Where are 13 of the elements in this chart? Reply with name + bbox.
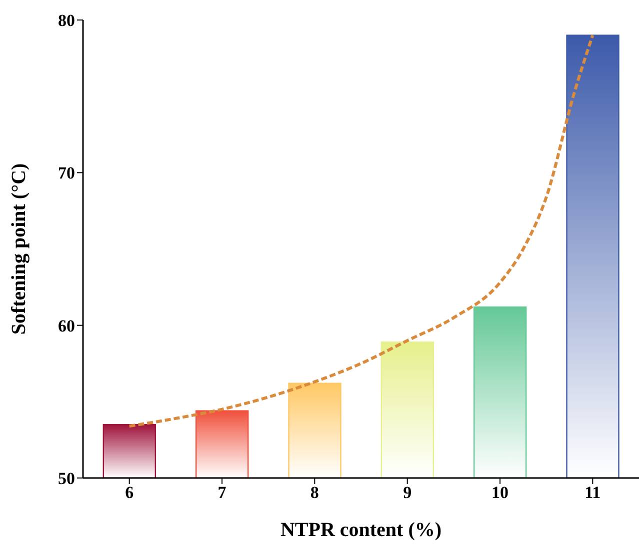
y-tick-label: 60 (58, 316, 75, 336)
line-series (128, 34, 594, 428)
x-tick-label: 6 (125, 483, 134, 502)
y-tick-label: 70 (58, 164, 75, 183)
x-tick-label: 8 (310, 483, 319, 502)
x-axis-title: NTPR content (%) (280, 519, 442, 541)
y-axis-title: Softening point (°C) (8, 163, 30, 335)
y-tick-label: 80 (58, 11, 75, 30)
y-tick-label: 50 (58, 469, 75, 488)
x-tick-label: 11 (584, 483, 601, 502)
x-tick-label: 7 (218, 483, 227, 502)
x-tick-label: 9 (403, 483, 412, 502)
x-tick-label: 10 (492, 483, 508, 502)
